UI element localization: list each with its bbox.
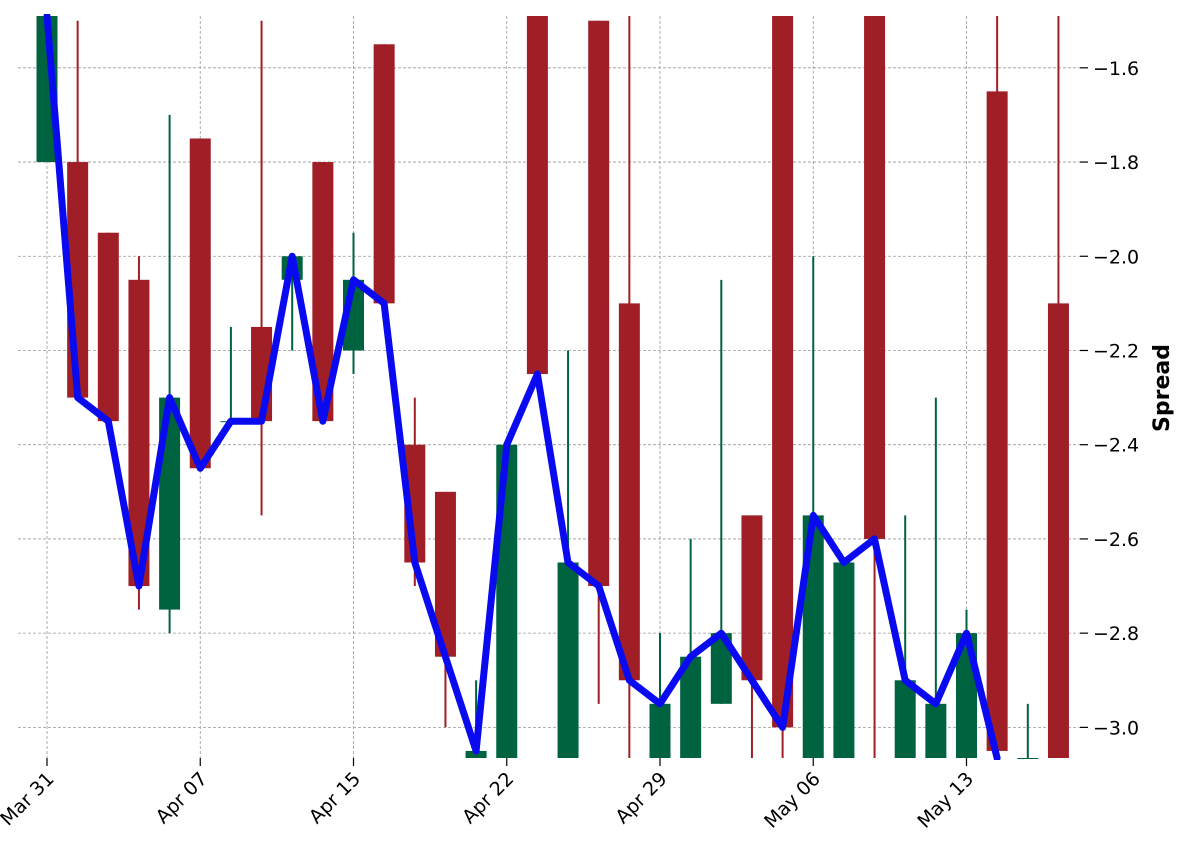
x-tick-label: Apr 07 (152, 768, 212, 828)
candle (526, 16, 548, 375)
candle-body (1047, 303, 1069, 758)
candle (434, 491, 456, 728)
y-tick-label: −2.8 (1093, 623, 1139, 645)
candle-body (680, 656, 702, 758)
x-tick-label: Mar 31 (0, 768, 59, 830)
candle-body (1017, 758, 1039, 759)
candle (833, 562, 855, 758)
candle (864, 16, 886, 758)
candle-body (772, 16, 794, 728)
candle (680, 538, 702, 758)
y-tick-label: −3.0 (1093, 717, 1139, 739)
y-tick-label: −1.8 (1093, 152, 1139, 174)
candle-body (373, 44, 395, 304)
candle (128, 256, 150, 610)
candle (220, 326, 242, 423)
candle-body (649, 703, 671, 758)
spread-line (43, 14, 1001, 760)
candle (1017, 703, 1039, 759)
x-tick-label: Apr 15 (305, 768, 365, 828)
candle (159, 114, 181, 634)
candle-body (526, 16, 548, 375)
candle (894, 515, 916, 758)
y-tick-label: −2.0 (1093, 246, 1139, 268)
candle-body (128, 279, 150, 587)
x-axis: Mar 31 Apr 07 Apr 15 Apr 22 Apr 29 May 06 May … (0, 758, 978, 833)
candle (373, 44, 395, 304)
candle (189, 138, 211, 469)
candle-body (833, 562, 855, 758)
candle-body (864, 16, 886, 539)
candle (251, 20, 273, 516)
candle-body (925, 703, 947, 758)
y-axis: −1.6 −1.8 −2.0 −2.2 −2.4 −2.6 −2.8 −3.0 (1080, 58, 1139, 739)
candle (802, 256, 824, 758)
candle-body (588, 20, 610, 587)
candle (312, 162, 334, 422)
candle-body (189, 138, 211, 469)
candle-body (894, 680, 916, 758)
grid-layer (18, 16, 1080, 758)
candle (97, 232, 119, 422)
candle (1047, 16, 1069, 758)
y-axis-title: Spread (1150, 344, 1175, 432)
candle-body (434, 491, 456, 657)
candle (649, 633, 671, 758)
candle (986, 16, 1008, 751)
candle-body (312, 162, 334, 422)
candle-body (986, 91, 1008, 751)
y-tick-label: −1.6 (1093, 58, 1139, 80)
candle-body (465, 750, 487, 758)
y-tick-label: −2.4 (1093, 435, 1139, 457)
x-tick-label: Apr 22 (458, 768, 518, 828)
candle (741, 515, 763, 758)
candle (772, 16, 794, 758)
y-tick-label: −2.6 (1093, 529, 1139, 551)
x-tick-label: May 13 (913, 768, 978, 833)
candle-body (741, 515, 763, 681)
x-tick-label: May 06 (760, 768, 825, 833)
line-layer (43, 14, 1001, 760)
candle (618, 16, 640, 758)
candle-body (97, 232, 119, 422)
x-tick-label: Apr 29 (611, 768, 671, 828)
candle-body (557, 562, 579, 758)
candle-layer (36, 16, 1069, 759)
candle-body (618, 303, 640, 681)
y-tick-label: −2.2 (1093, 340, 1139, 362)
candle-body (710, 633, 732, 704)
